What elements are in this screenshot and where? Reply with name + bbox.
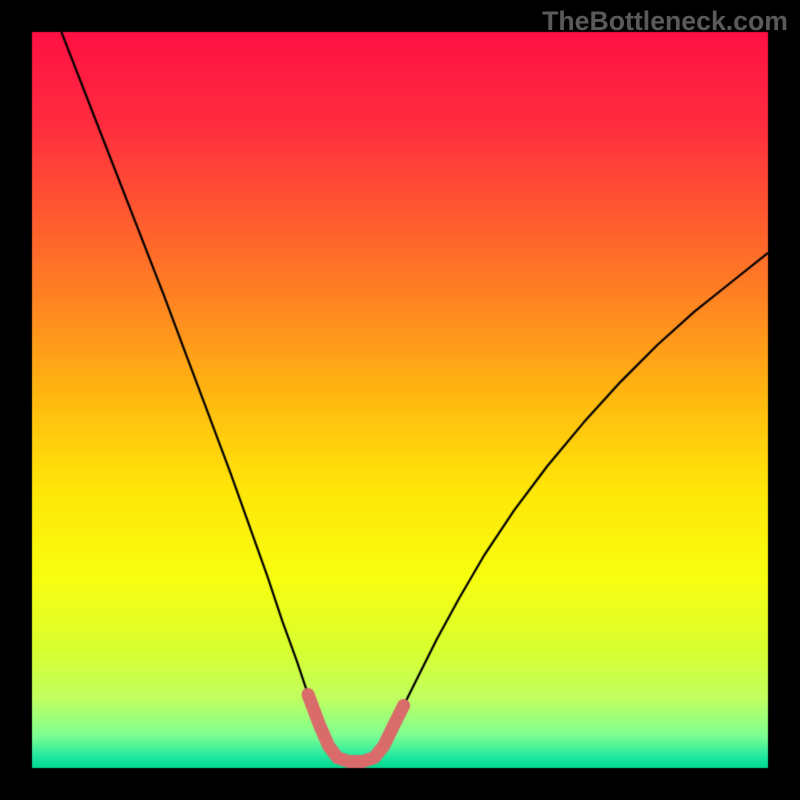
bottleneck-curve-chart [0,0,800,800]
chart-stage: TheBottleneck.com [0,0,800,800]
